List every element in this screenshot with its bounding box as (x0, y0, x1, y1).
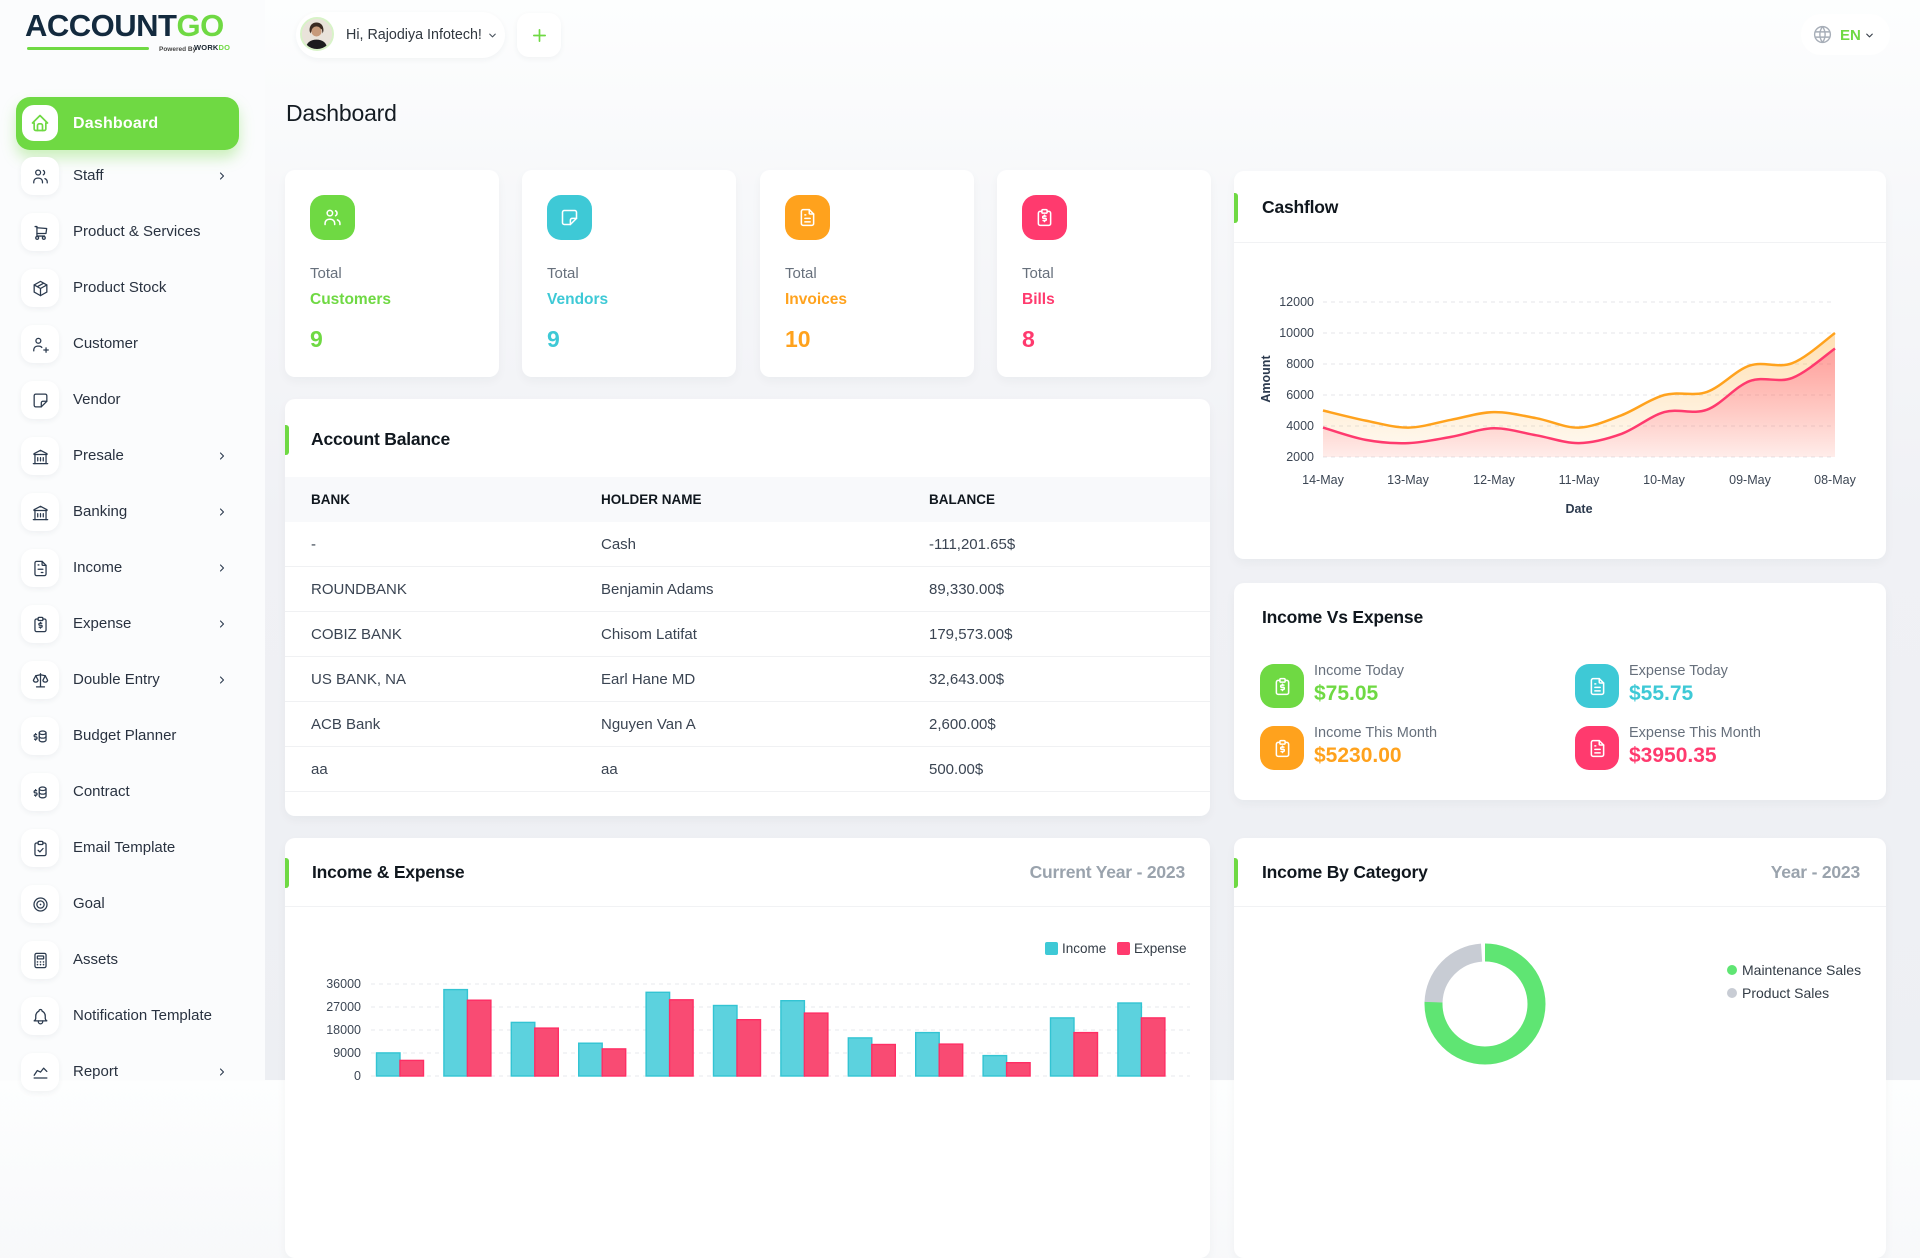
svg-text:9000: 9000 (333, 1046, 361, 1060)
svg-text:10000: 10000 (1279, 326, 1314, 340)
svg-text:Maintenance Sales: Maintenance Sales (1742, 962, 1861, 978)
svg-text:6000: 6000 (1286, 388, 1314, 402)
svg-text:Date: Date (1565, 502, 1592, 516)
svg-text:Income: Income (1062, 941, 1106, 956)
svg-text:Expense: Expense (1134, 941, 1187, 956)
svg-text:13-May: 13-May (1387, 473, 1429, 487)
svg-text:10-May: 10-May (1643, 473, 1685, 487)
svg-text:27000: 27000 (326, 1000, 361, 1014)
svg-text:08-May: 08-May (1814, 473, 1856, 487)
svg-text:14-May: 14-May (1302, 473, 1344, 487)
svg-text:12000: 12000 (1279, 295, 1314, 309)
svg-text:0: 0 (354, 1069, 361, 1083)
svg-text:Amount: Amount (1259, 355, 1273, 403)
svg-text:09-May: 09-May (1729, 473, 1771, 487)
svg-text:11-May: 11-May (1559, 473, 1601, 487)
svg-text:36000: 36000 (326, 977, 361, 991)
svg-text:2000: 2000 (1286, 450, 1314, 464)
svg-text:18000: 18000 (326, 1023, 361, 1037)
svg-text:8000: 8000 (1286, 357, 1314, 371)
svg-text:12-May: 12-May (1473, 473, 1515, 487)
svg-text:Product Sales: Product Sales (1742, 985, 1829, 1001)
svg-text:4000: 4000 (1286, 419, 1314, 433)
